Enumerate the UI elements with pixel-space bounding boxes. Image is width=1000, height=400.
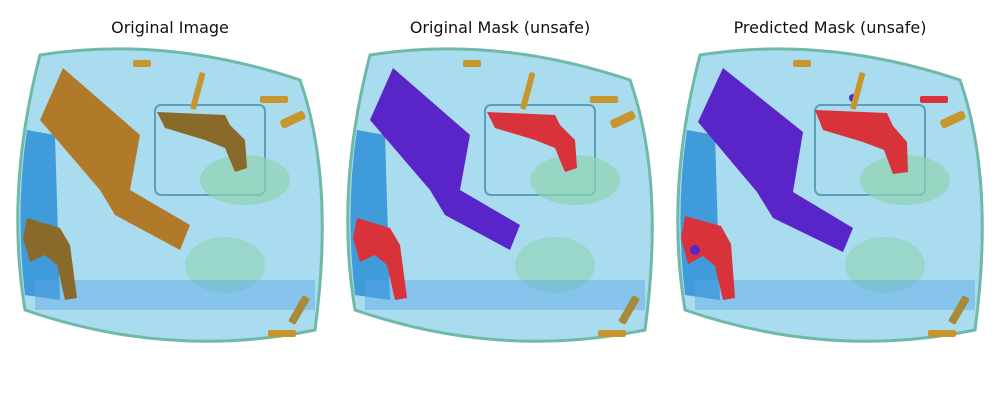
knife-mask [370,68,520,250]
revolver-mask-top [487,112,577,172]
bottom-strip [365,280,645,310]
inner-green-region [185,237,265,293]
inner-green-region [530,155,620,205]
panel-title: Original Mask (unsafe) [409,18,591,37]
bag-side-shadow [350,130,390,300]
bullet [850,72,866,110]
panel-title: Predicted Mask (unsafe) [733,18,927,37]
revolver-mask-predicted-left [681,216,735,300]
revolver-left [23,218,77,300]
bullet [920,96,948,103]
bullet [260,96,288,103]
revolver-mask-left [353,218,407,300]
bullet [793,60,811,67]
bullet [133,60,151,67]
inner-green-region [515,237,595,293]
bullet [288,295,310,325]
bullet [610,110,636,129]
xray-predicted-image [676,47,984,343]
bullet [928,330,956,337]
bottom-strip [695,280,975,310]
bag-side-shadow [680,130,720,300]
bullet [940,110,966,129]
xray-image [16,47,324,343]
bag-side-shadow [20,130,60,300]
predicted-noise-blob [690,245,700,255]
revolver-top [157,112,247,172]
bottom-strip [35,280,315,310]
bullet [268,330,296,337]
xray-mask-image [346,47,654,343]
panel-title: Original Image [111,18,229,37]
inner-green-region [860,155,950,205]
panel-predicted-mask: Predicted Mask (unsafe) [665,0,995,400]
panel-original-mask: Original Mask (unsafe) [335,0,665,400]
bullet [520,72,536,110]
bullet [463,60,481,67]
bullet [948,295,970,325]
knife-mask-predicted [698,68,853,252]
bullet [598,330,626,337]
inner-green-region [200,155,290,205]
inner-green-region [845,237,925,293]
bullet [280,110,306,129]
bullet [618,295,640,325]
revolver-mask-predicted-top [815,110,908,174]
bullet [590,96,618,103]
panel-original-image: Original Image [5,0,335,400]
knife [40,68,190,250]
bullet [190,72,206,110]
